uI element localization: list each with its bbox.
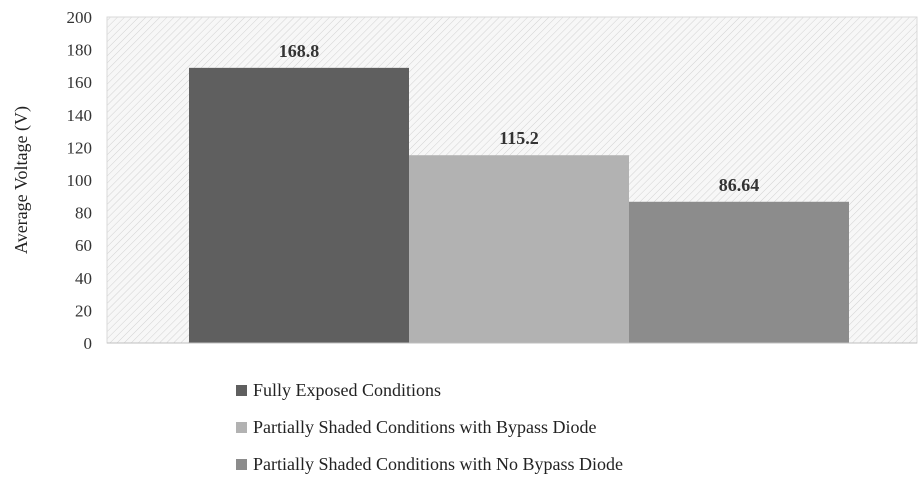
legend-label: Fully Exposed Conditions	[253, 380, 442, 400]
legend-swatch	[236, 385, 247, 396]
y-tick-label: 200	[67, 8, 93, 27]
bar	[629, 201, 849, 343]
y-tick-label: 0	[84, 334, 93, 353]
y-tick-label: 20	[75, 301, 92, 320]
legend-label: Partially Shaded Conditions with Bypass …	[253, 417, 597, 437]
legend-swatch	[236, 459, 247, 470]
legend-label: Partially Shaded Conditions with No Bypa…	[253, 454, 623, 474]
legend-item-no-bypass-diode: Partially Shaded Conditions with No Bypa…	[236, 446, 623, 483]
bars	[189, 67, 849, 343]
y-tick-label: 120	[67, 138, 93, 157]
y-tick-label: 80	[75, 204, 92, 223]
data-labels: 168.8 115.2 86.64	[279, 41, 760, 195]
y-tick-label: 140	[67, 106, 93, 125]
bar	[409, 155, 629, 343]
y-tick-label: 100	[67, 171, 93, 190]
data-label: 168.8	[279, 41, 320, 61]
legend: Fully Exposed Conditions Partially Shade…	[236, 372, 623, 483]
y-tick-label: 60	[75, 236, 92, 255]
legend-swatch	[236, 422, 247, 433]
data-label: 115.2	[499, 128, 539, 148]
bar	[189, 67, 409, 343]
data-label: 86.64	[719, 175, 760, 195]
legend-item-fully-exposed: Fully Exposed Conditions	[236, 372, 623, 409]
y-axis-ticks: 0 20 40 60 80 100 120 140 160 180 200	[67, 8, 93, 353]
y-tick-label: 40	[75, 269, 92, 288]
y-tick-label: 180	[67, 41, 93, 60]
legend-item-bypass-diode: Partially Shaded Conditions with Bypass …	[236, 409, 623, 446]
y-tick-label: 160	[67, 73, 93, 92]
y-axis-title: Average Voltage (V)	[11, 106, 32, 254]
